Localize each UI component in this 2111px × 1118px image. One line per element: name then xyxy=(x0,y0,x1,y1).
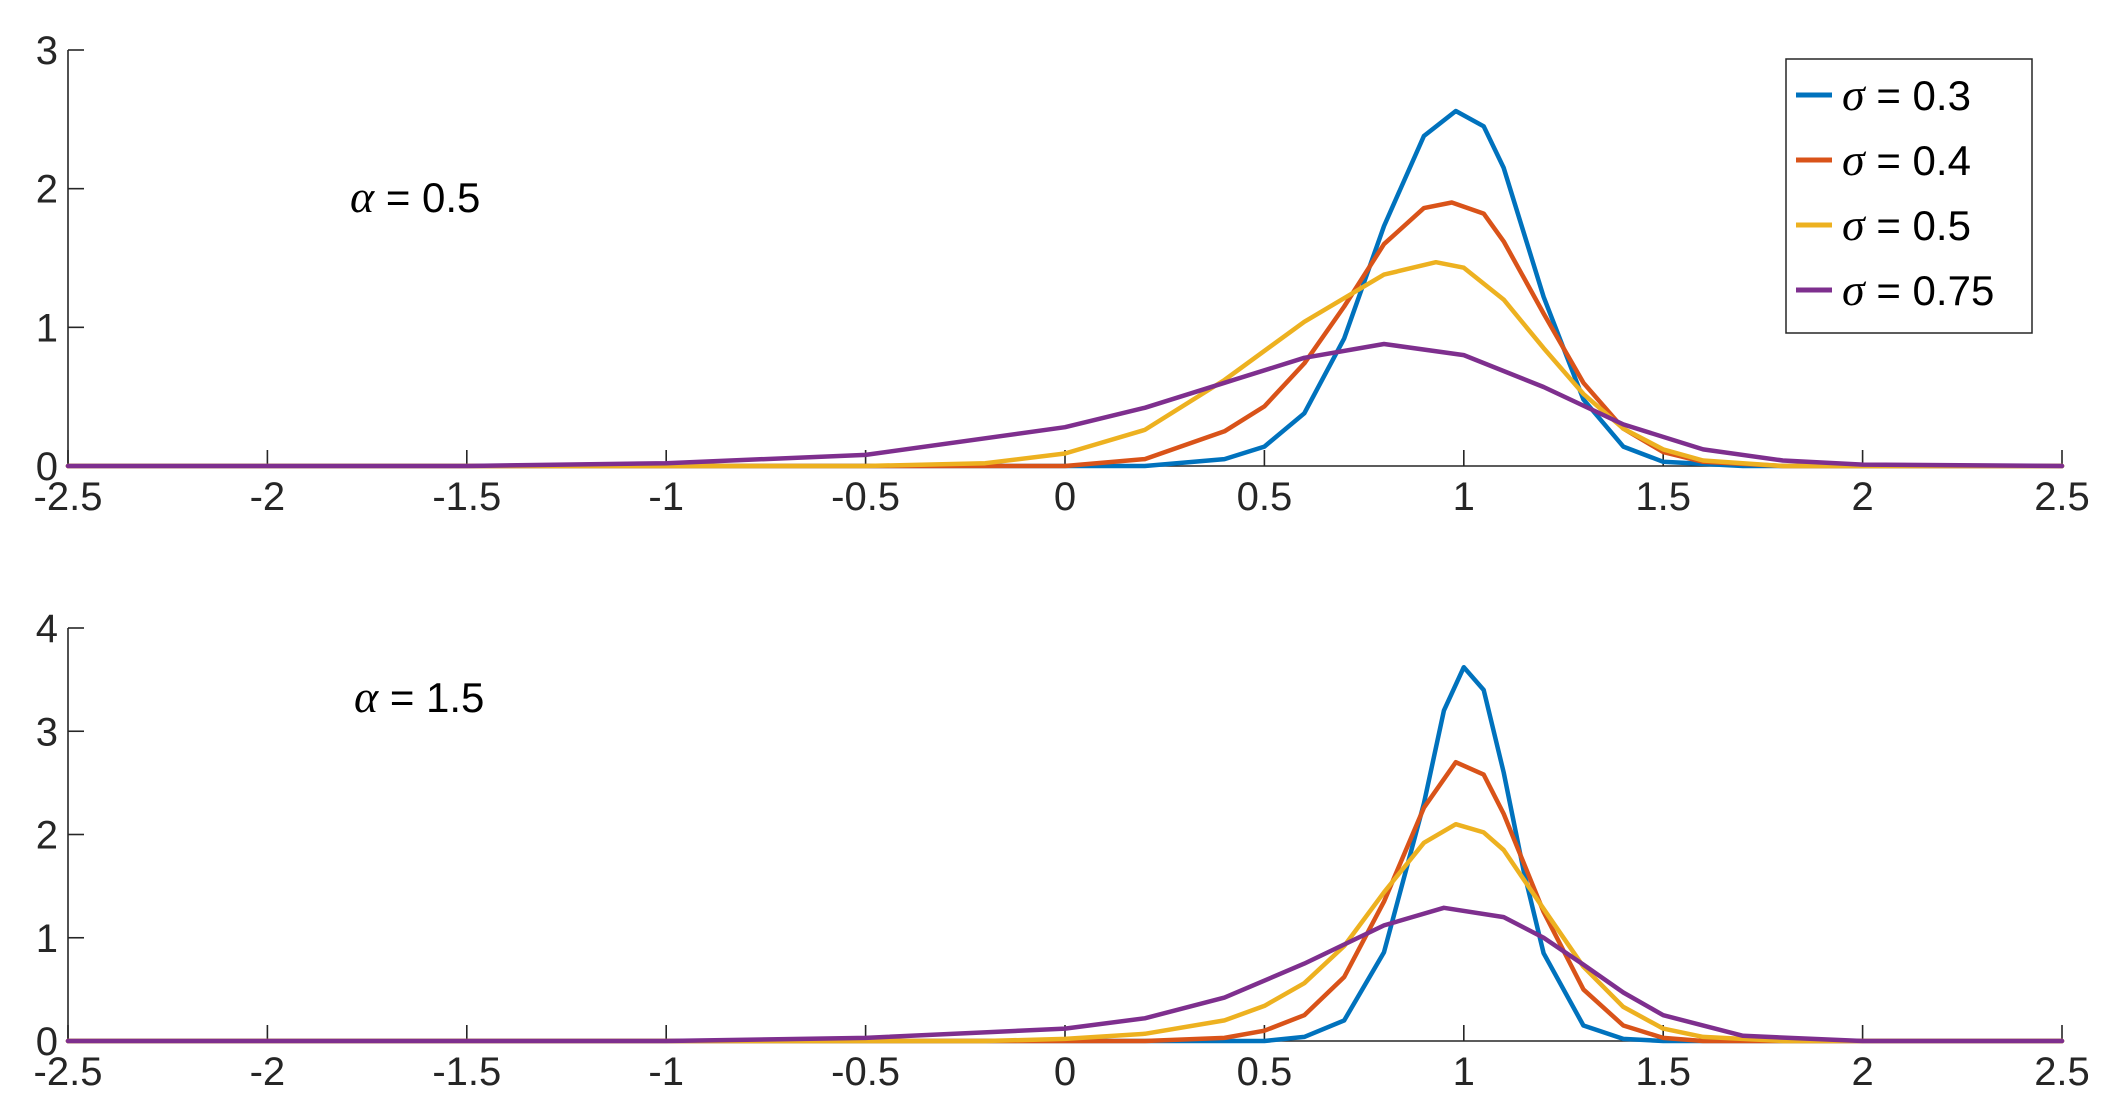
x-tick-label: 0 xyxy=(1054,475,1076,519)
sigma-symbol: σ xyxy=(1842,199,1867,250)
x-tick-label: 2.5 xyxy=(2034,475,2090,519)
legend-entry: σ = 0.4 xyxy=(1842,134,1971,185)
x-tick-label: 2 xyxy=(1851,475,1873,519)
legend-entry: σ = 0.5 xyxy=(1842,199,1971,250)
sigma-symbol: σ xyxy=(1842,264,1867,315)
x-tick-label: -1 xyxy=(648,475,684,519)
legend: σ = 0.3σ = 0.4σ = 0.5σ = 0.75 xyxy=(1785,58,2033,334)
x-tick-label: 2.5 xyxy=(2034,1050,2090,1094)
sigma-symbol: σ xyxy=(1842,69,1867,120)
alpha-symbol: α xyxy=(350,171,375,222)
x-tick-label: 0 xyxy=(1054,1050,1076,1094)
series-line-sigma-0.75 xyxy=(65,341,2065,469)
x-tick-label: 1 xyxy=(1453,1050,1475,1094)
series-line-sigma-0.5 xyxy=(65,259,2065,469)
y-tick-label: 4 xyxy=(36,607,58,651)
y-tick-label: 0 xyxy=(36,445,58,489)
alpha-value: = 1.5 xyxy=(378,674,484,721)
x-tick-label: 0.5 xyxy=(1237,1050,1293,1094)
series-line-sigma-0.5 xyxy=(65,821,2065,1044)
legend-value: = 0.75 xyxy=(1865,267,1995,314)
alpha-symbol: α xyxy=(354,671,379,722)
x-tick-label: -0.5 xyxy=(831,475,900,519)
x-tick-label: -0.5 xyxy=(831,1050,900,1094)
x-tick-label: -1 xyxy=(648,1050,684,1094)
y-tick-label: 3 xyxy=(36,29,58,73)
legend-value: = 0.3 xyxy=(1865,72,1971,119)
annotation-label: α = 0.5 xyxy=(350,171,480,222)
x-tick-label: -2 xyxy=(250,1050,286,1094)
legend-entry: σ = 0.3 xyxy=(1842,69,1971,120)
legend-box xyxy=(1785,58,2033,334)
y-tick-label: 2 xyxy=(36,168,58,212)
series-line-sigma-0.4 xyxy=(65,200,2065,469)
sigma-symbol: σ xyxy=(1842,134,1867,185)
legend-value: = 0.4 xyxy=(1865,137,1971,184)
legend-value: = 0.5 xyxy=(1865,202,1971,249)
x-tick-label: 0.5 xyxy=(1237,475,1293,519)
y-tick-label: 3 xyxy=(36,710,58,754)
x-tick-label: -1.5 xyxy=(432,475,501,519)
x-tick-label: -2.5 xyxy=(34,475,103,519)
x-tick-label: 1.5 xyxy=(1635,1050,1691,1094)
y-tick-label: 0 xyxy=(36,1020,58,1064)
x-tick-label: -1.5 xyxy=(432,1050,501,1094)
y-tick-label: 1 xyxy=(36,306,58,350)
x-tick-label: 1 xyxy=(1453,475,1475,519)
legend-entry: σ = 0.75 xyxy=(1842,264,1994,315)
annotation-label: α = 1.5 xyxy=(354,671,484,722)
x-tick-label: -2.5 xyxy=(34,1050,103,1094)
series-line-sigma-0.3 xyxy=(65,108,2065,469)
x-tick-label: 1.5 xyxy=(1635,475,1691,519)
alpha-value: = 0.5 xyxy=(374,174,480,221)
y-tick-label: 1 xyxy=(36,917,58,961)
bottom-panel: -2.5 -2 -1.5 -1 -0.5 0 0.5 1 1.5 2 2.5 0 1 2 3 4 α = 1.5 xyxy=(34,607,2090,1094)
series-line-sigma-0.75 xyxy=(65,905,2065,1044)
y-tick-label: 2 xyxy=(36,814,58,858)
x-tick-label: -2 xyxy=(250,475,286,519)
series-line-sigma-0.3 xyxy=(65,664,2065,1044)
x-tick-label: 2 xyxy=(1851,1050,1873,1094)
series-line-sigma-0.4 xyxy=(65,759,2065,1044)
